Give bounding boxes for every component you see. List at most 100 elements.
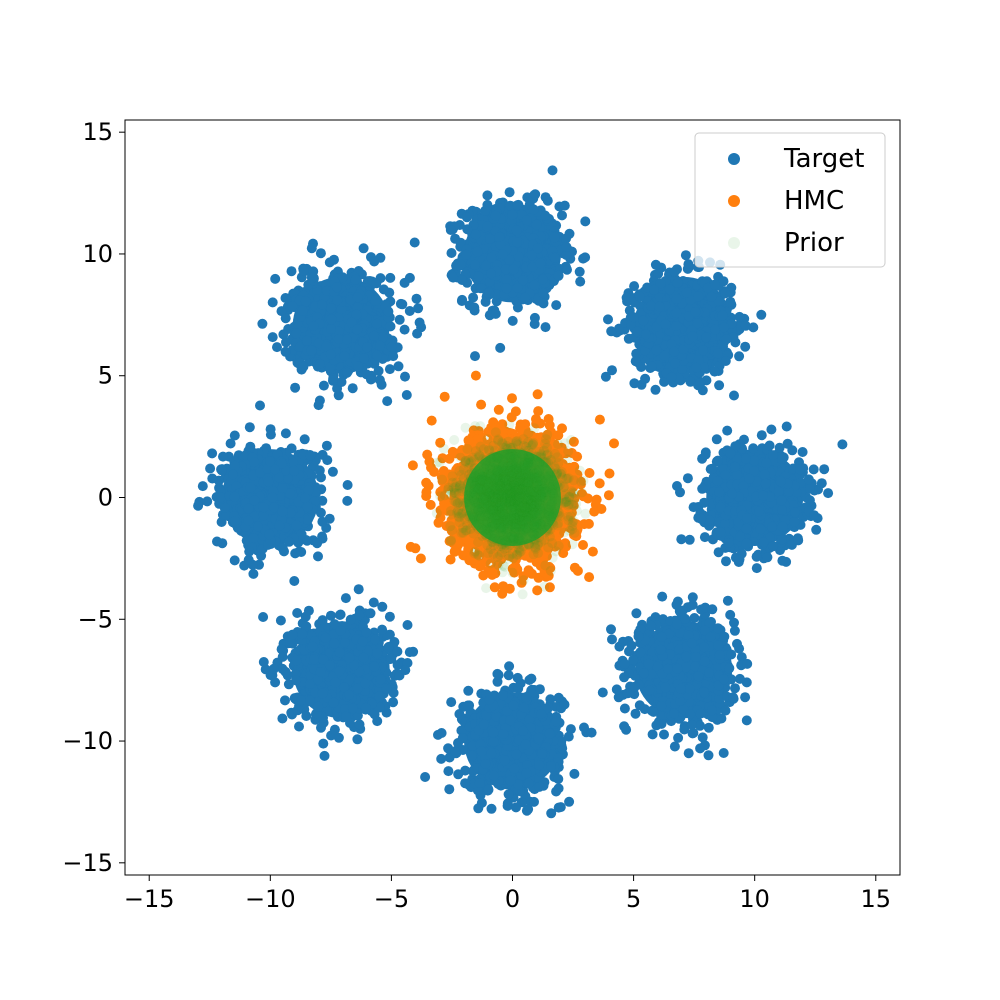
data-point — [501, 283, 512, 294]
data-point — [645, 301, 656, 311]
data-point — [450, 233, 461, 244]
data-point — [574, 266, 585, 277]
data-point — [766, 424, 777, 435]
data-point — [463, 685, 474, 696]
data-point — [636, 362, 647, 372]
data-point — [764, 440, 775, 451]
data-point — [728, 692, 738, 703]
data-point — [504, 661, 515, 672]
data-point — [292, 608, 303, 618]
data-point — [640, 329, 651, 340]
data-point — [650, 259, 661, 270]
data-point — [726, 649, 737, 660]
data-point — [660, 319, 671, 330]
data-point — [713, 640, 724, 651]
data-point — [811, 524, 822, 535]
data-point — [756, 309, 767, 320]
data-point — [482, 190, 493, 201]
data-point — [542, 195, 553, 206]
data-point — [472, 246, 483, 257]
data-point — [693, 671, 704, 682]
data-point — [538, 274, 548, 285]
data-point — [720, 705, 731, 716]
data-point — [377, 601, 388, 612]
data-point — [741, 523, 752, 534]
data-point — [626, 640, 637, 651]
data-point — [683, 748, 694, 759]
data-point — [742, 658, 753, 669]
data-point — [564, 796, 575, 807]
data-point — [707, 604, 718, 615]
data-point — [258, 657, 269, 667]
data-point — [482, 221, 493, 232]
data-point — [446, 697, 457, 708]
data-point — [669, 266, 680, 277]
data-point — [611, 684, 622, 695]
data-point — [563, 731, 574, 742]
data-point — [690, 306, 701, 317]
data-point — [676, 534, 687, 545]
data-point — [703, 750, 714, 761]
data-point — [629, 681, 640, 692]
data-point — [497, 690, 508, 701]
data-point — [699, 656, 710, 667]
data-point — [816, 478, 827, 489]
data-point — [597, 687, 608, 698]
data-point — [712, 455, 723, 466]
data-point — [808, 464, 819, 475]
data-point — [486, 268, 496, 279]
data-point — [559, 200, 570, 211]
data-point — [721, 334, 732, 345]
data-point — [628, 312, 639, 323]
data-point — [468, 292, 479, 303]
data-point — [721, 556, 731, 567]
data-point — [681, 287, 692, 298]
data-point — [797, 447, 808, 457]
data-point — [723, 537, 734, 548]
data-point — [453, 769, 464, 780]
data-point — [490, 308, 501, 319]
data-point — [776, 495, 787, 506]
data-point — [503, 789, 514, 800]
data-point — [670, 358, 681, 369]
data-point — [490, 210, 501, 221]
data-point — [534, 781, 545, 792]
data-point — [748, 443, 759, 454]
data-point — [499, 755, 510, 766]
data-point — [384, 611, 395, 622]
data-point — [628, 655, 639, 665]
data-point — [505, 715, 516, 726]
data-point — [698, 345, 708, 356]
data-point — [462, 224, 473, 235]
data-point — [586, 727, 597, 738]
data-point — [710, 324, 721, 335]
data-point — [470, 351, 480, 362]
data-point — [493, 670, 504, 680]
data-point — [655, 644, 666, 655]
data-point — [648, 706, 659, 717]
series-target — [193, 165, 848, 819]
data-point — [532, 243, 543, 254]
data-point — [562, 264, 572, 275]
data-point — [715, 527, 726, 538]
data-point — [749, 455, 760, 466]
data-point — [727, 488, 738, 499]
data-point — [638, 668, 649, 679]
data-point — [675, 683, 686, 694]
data-point — [484, 288, 495, 298]
data-point — [635, 647, 646, 658]
data-point — [660, 682, 671, 693]
data-point — [512, 282, 523, 293]
data-point — [486, 803, 497, 814]
data-point — [695, 743, 706, 754]
data-point — [754, 506, 765, 517]
data-point — [575, 276, 586, 287]
data-point — [742, 513, 752, 524]
data-point — [758, 490, 768, 501]
data-point — [701, 332, 712, 343]
data-point — [528, 204, 539, 215]
data-point — [790, 507, 800, 518]
data-point — [494, 232, 505, 242]
data-point — [521, 215, 532, 226]
